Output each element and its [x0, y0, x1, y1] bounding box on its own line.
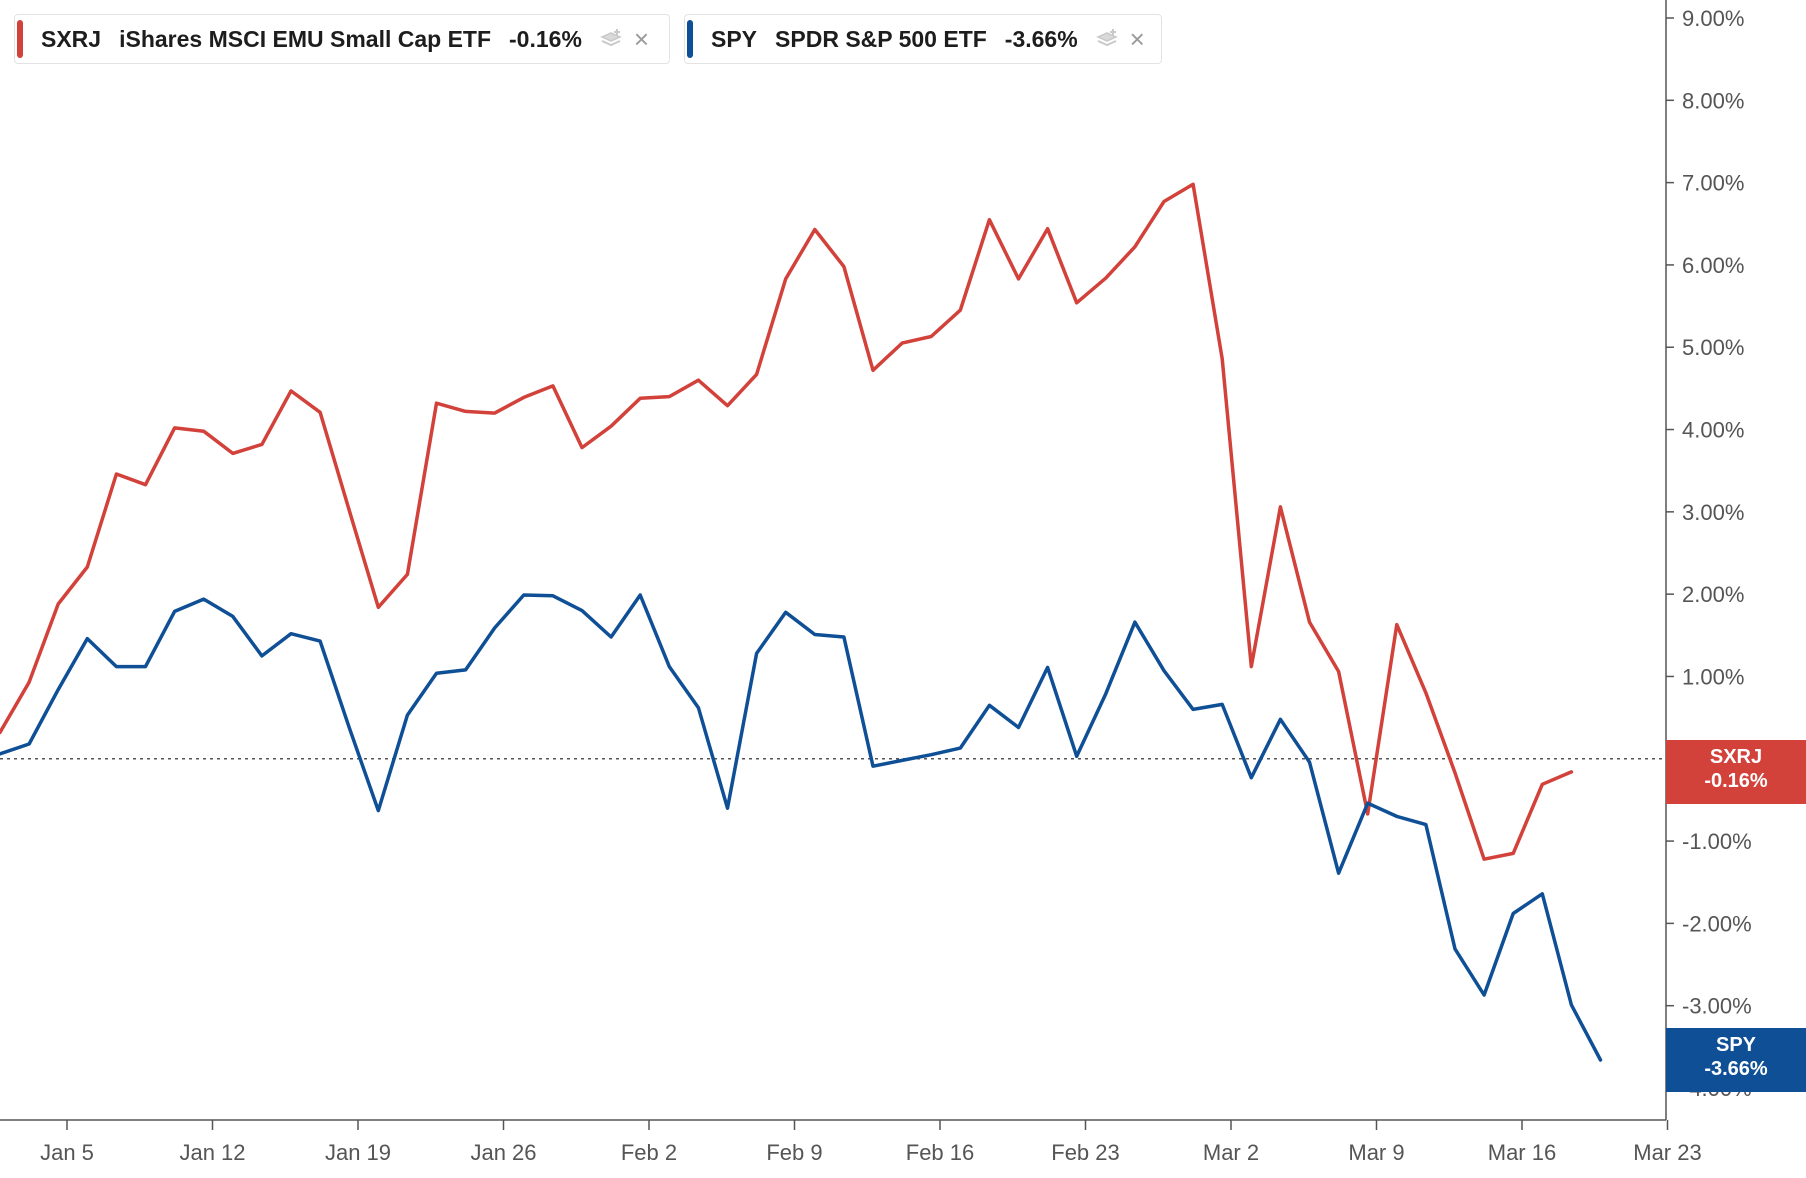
legend-item-sxrj[interactable]: SXRJ iShares MSCI EMU Small Cap ETF -0.1…: [14, 14, 670, 64]
tag-value: -3.66%: [1704, 1058, 1768, 1080]
legend-item-spy[interactable]: SPY SPDR S&P 500 ETF -3.66% ×: [684, 14, 1162, 64]
y-tick-label: 6.00%: [1682, 253, 1744, 278]
tag-symbol: SXRJ: [1709, 746, 1763, 768]
y-tick-label: 9.00%: [1682, 6, 1744, 31]
x-tick-label: Jan 26: [470, 1140, 536, 1165]
x-tick-label: Feb 2: [621, 1140, 677, 1165]
last-value-tag-sxrj: SXRJ -0.16%: [1666, 740, 1806, 804]
layers-add-icon[interactable]: [1095, 28, 1118, 50]
x-tick-label: Feb 16: [906, 1140, 975, 1165]
x-tick-label: Mar 9: [1348, 1140, 1404, 1165]
y-tick-label: 1.00%: [1682, 664, 1744, 689]
x-tick-label: Jan 5: [40, 1140, 94, 1165]
legend-change: -0.16%: [509, 25, 582, 52]
legend-change: -3.66%: [1004, 25, 1078, 52]
x-tick-label: Feb 23: [1051, 1140, 1120, 1165]
legend-color-bar: [17, 20, 23, 58]
close-icon[interactable]: ×: [633, 24, 650, 54]
y-tick-label: -1.00%: [1682, 829, 1752, 854]
x-tick-label: Jan 12: [179, 1140, 245, 1165]
y-tick-label: 4.00%: [1682, 418, 1744, 443]
x-tick-label: Mar 16: [1488, 1140, 1556, 1165]
x-tick-label: Mar 23: [1633, 1140, 1701, 1165]
x-tick-label: Feb 9: [766, 1140, 822, 1165]
y-tick-label: 2.00%: [1682, 582, 1744, 607]
tag-symbol: SPY: [1715, 1034, 1757, 1056]
legend-symbol: SPY: [711, 25, 758, 52]
last-value-tag-spy: SPY -3.66%: [1666, 1028, 1806, 1092]
legend-name: SPDR S&P 500 ETF: [775, 25, 987, 52]
y-tick-label: 8.00%: [1682, 88, 1744, 113]
close-icon[interactable]: ×: [1129, 24, 1145, 54]
x-tick-label: Jan 19: [325, 1140, 391, 1165]
y-tick-label: -2.00%: [1682, 911, 1752, 936]
series-line-spy: [0, 593, 1603, 1062]
y-tick-label: 3.00%: [1682, 500, 1744, 525]
legend-symbol: SXRJ: [41, 25, 102, 52]
y-tick-label: -3.00%: [1682, 994, 1752, 1019]
y-tick-label: 5.00%: [1682, 335, 1744, 360]
legend-color-bar: [687, 20, 693, 58]
series-line-sxrj: [0, 182, 1574, 861]
x-tick-label: Mar 2: [1203, 1140, 1259, 1165]
tag-value: -0.16%: [1704, 770, 1768, 792]
layers-add-icon[interactable]: [600, 28, 622, 50]
y-tick-label: 7.00%: [1682, 171, 1744, 196]
legend-name: iShares MSCI EMU Small Cap ETF: [119, 25, 492, 52]
